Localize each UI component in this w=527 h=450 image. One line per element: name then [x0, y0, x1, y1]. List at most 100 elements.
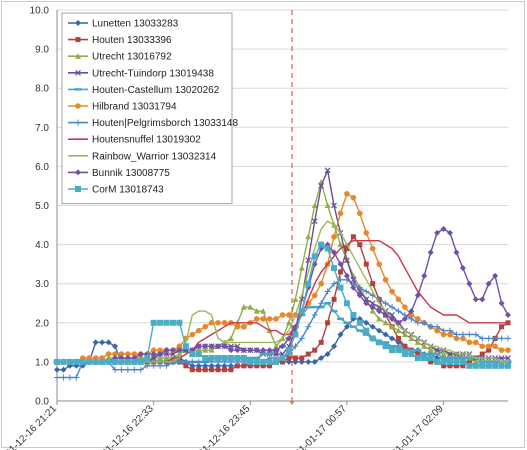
data-point	[215, 320, 221, 326]
data-point	[331, 265, 338, 272]
data-point	[466, 359, 472, 365]
data-point	[247, 347, 254, 354]
data-point	[318, 354, 325, 361]
data-point	[157, 354, 164, 361]
data-point	[75, 20, 81, 26]
data-point	[86, 358, 93, 365]
data-point	[382, 276, 389, 283]
data-point	[253, 316, 260, 322]
data-point	[472, 362, 479, 369]
data-point	[208, 347, 215, 353]
legend-entry: Utrecht-Tuindorp 13019438	[68, 68, 214, 79]
data-point	[298, 335, 305, 342]
legend-label: Houten|Pelgrimsborch 13033148	[92, 118, 238, 129]
data-point	[485, 335, 492, 342]
data-point	[54, 366, 60, 373]
data-point	[305, 280, 312, 287]
data-point	[357, 242, 363, 248]
data-point	[144, 354, 151, 361]
data-point	[479, 335, 486, 342]
data-point	[260, 363, 266, 369]
data-point	[253, 308, 260, 314]
data-point	[401, 351, 408, 358]
legend-entry: Lunetten 13033283	[68, 19, 179, 30]
data-point	[112, 351, 118, 357]
data-point	[254, 363, 260, 369]
data-point	[453, 249, 460, 256]
data-point	[215, 343, 222, 350]
y-tick-label: 1.0	[35, 357, 49, 368]
data-point	[459, 358, 466, 365]
data-point	[195, 343, 202, 350]
data-point	[266, 358, 273, 365]
data-point	[111, 343, 118, 350]
data-point	[498, 335, 505, 342]
data-point	[298, 265, 305, 271]
data-point	[376, 308, 383, 315]
data-point	[337, 269, 343, 275]
data-point	[273, 316, 279, 322]
data-point	[505, 362, 511, 369]
data-point	[137, 351, 144, 358]
data-point	[260, 308, 267, 314]
legend-entry: Utrecht 13016792	[68, 52, 172, 63]
data-point	[150, 319, 157, 326]
data-point	[241, 363, 247, 369]
data-point	[234, 347, 241, 354]
data-point	[440, 331, 447, 338]
data-point	[202, 367, 208, 373]
data-point	[318, 300, 325, 307]
data-point	[460, 335, 466, 342]
data-point	[369, 245, 376, 252]
data-point	[150, 355, 157, 361]
data-point	[305, 323, 312, 330]
data-point	[286, 312, 292, 318]
data-point	[479, 343, 486, 350]
data-point	[227, 335, 234, 341]
data-point	[492, 343, 498, 350]
data-point	[75, 119, 81, 126]
data-point	[369, 304, 376, 311]
data-point	[447, 358, 454, 365]
data-point	[472, 339, 479, 346]
data-point	[176, 358, 183, 365]
data-point	[131, 366, 138, 373]
x-tick-label: 01-01-17 00:57	[293, 403, 349, 450]
series-line	[57, 228, 509, 363]
data-point	[389, 323, 396, 330]
data-point	[376, 261, 382, 267]
data-point	[285, 319, 292, 326]
data-point	[421, 319, 428, 326]
data-point	[279, 343, 286, 350]
data-point	[395, 327, 402, 334]
y-tick-label: 9.0	[35, 45, 49, 56]
data-point	[292, 296, 299, 302]
data-point	[402, 343, 408, 349]
data-point	[75, 37, 81, 43]
data-point	[60, 358, 67, 365]
data-point	[344, 246, 350, 252]
data-point	[124, 366, 131, 373]
data-point	[298, 308, 305, 315]
data-point	[376, 315, 383, 322]
x-tick-label: 31-12-16 22:33	[100, 403, 156, 450]
data-point	[234, 343, 241, 350]
data-point	[318, 183, 325, 189]
data-point	[492, 272, 499, 279]
data-point	[382, 319, 389, 326]
data-point	[408, 335, 415, 341]
data-point	[427, 323, 434, 330]
legend: Lunetten 13033283 Houten 13033396 Utrecht …	[61, 12, 238, 205]
data-point	[485, 280, 492, 287]
data-point	[75, 103, 81, 109]
data-point	[118, 351, 125, 357]
data-point	[169, 347, 176, 354]
data-point	[415, 351, 421, 357]
data-point	[343, 272, 350, 279]
data-point	[421, 272, 428, 279]
data-point	[408, 315, 415, 322]
data-point	[434, 323, 441, 330]
data-point	[479, 351, 485, 357]
data-point	[350, 234, 356, 240]
